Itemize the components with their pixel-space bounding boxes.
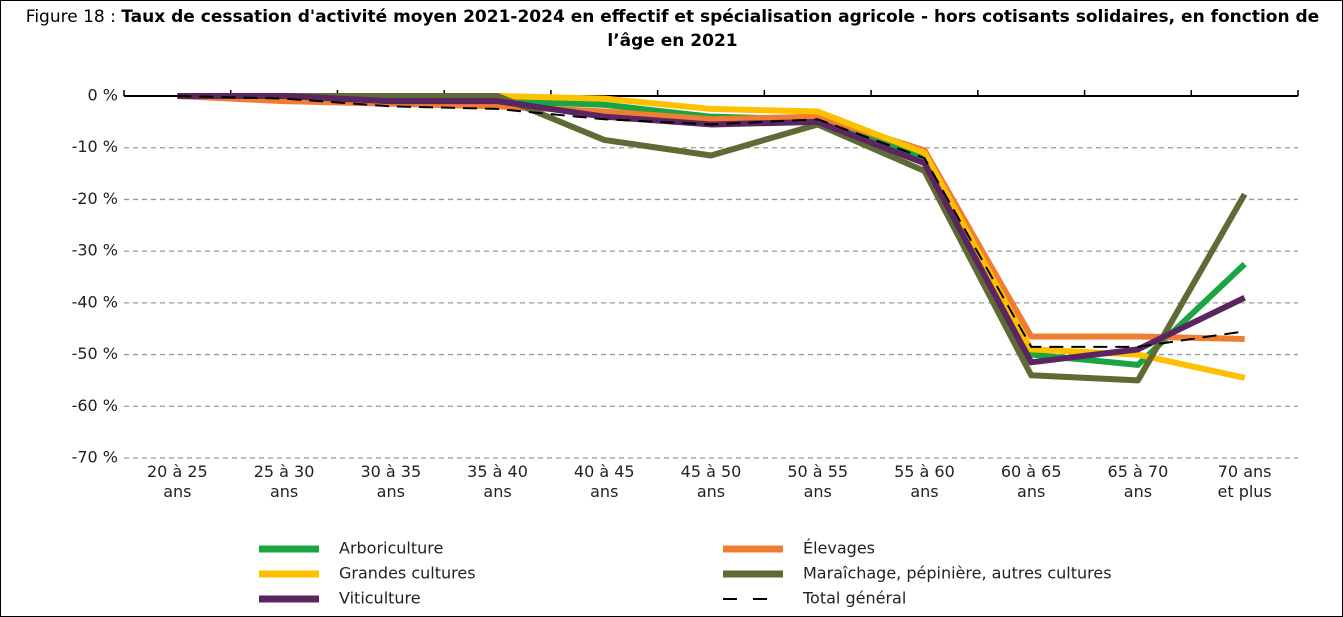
legend-label: Total général [802,589,906,608]
x-tick-label: 55 à 60 ans [894,462,955,501]
y-tick-label: -70 % [72,448,118,467]
y-tick-label: -60 % [72,396,118,415]
y-tick-label: -50 % [72,344,118,363]
series-line [177,93,1248,384]
series-line [177,93,1247,368]
legend-label: Arboriculture [339,539,443,558]
chart-title: Figure 18 : Taux de cessation d'activité… [5,5,1340,53]
x-tick-label: 70 ans et plus [1217,462,1272,501]
x-tick-label: 20 à 25 ans [147,462,208,501]
x-tick-label: 35 à 40 ans [467,462,528,501]
x-tick-label: 65 à 70 ans [1107,462,1169,501]
title-text: Taux de cessation d'activité moyen 2021-… [121,7,1320,51]
x-tick-label: 45 à 50 ans [680,462,742,501]
x-tick-label: 60 à 65 ans [1000,462,1062,501]
series-line [177,95,1245,348]
x-tick-label: 50 à 55 ans [787,462,849,501]
y-tick-label: 0 % [88,86,118,105]
y-tick-label: -10 % [72,137,118,156]
x-tick-label: 30 à 35 ans [360,462,422,501]
y-tick-label: -40 % [72,292,118,311]
y-tick-label: -30 % [72,241,118,260]
legend-label: Grandes cultures [339,564,476,583]
y-tick-label: -20 % [72,189,118,208]
x-tick-label: 40 à 45 ans [573,462,635,501]
legend-label: Viticulture [339,589,421,608]
legend-label: Élevages [803,539,875,558]
series-line [177,93,1246,366]
legend-label: Maraîchage, pépinière, autres cultures [803,564,1112,583]
title-label: Figure 18 : [25,7,116,27]
x-tick-label: 25 à 30 ans [253,462,315,501]
